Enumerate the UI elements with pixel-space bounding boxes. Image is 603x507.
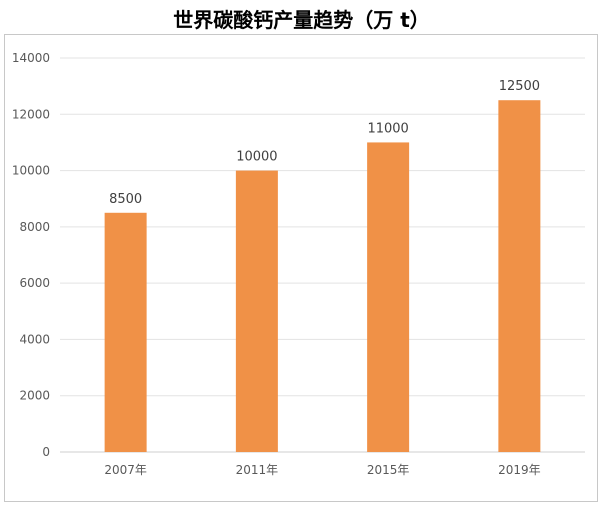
bar xyxy=(367,142,410,452)
data-label: 11000 xyxy=(367,121,408,136)
bar xyxy=(104,212,147,452)
x-tick-label: 2015年 xyxy=(367,463,410,477)
x-tick-label: 2011年 xyxy=(236,463,279,477)
y-tick-label: 2000 xyxy=(19,389,50,403)
y-tick-label: 6000 xyxy=(19,276,50,290)
y-tick-label: 12000 xyxy=(12,107,50,121)
data-label: 8500 xyxy=(109,192,142,207)
bar xyxy=(498,100,541,452)
y-tick-label: 10000 xyxy=(12,164,50,178)
data-label: 12500 xyxy=(499,79,540,94)
y-tick-label: 8000 xyxy=(19,220,50,234)
x-tick-label: 2007年 xyxy=(104,463,147,477)
bar xyxy=(235,170,278,453)
y-tick-label: 0 xyxy=(42,445,50,459)
chart-title: 世界碳酸钙产量趋势（万 t） xyxy=(173,8,430,32)
data-label: 10000 xyxy=(236,150,277,165)
y-tick-label: 4000 xyxy=(19,332,50,346)
x-tick-label: 2019年 xyxy=(498,463,541,477)
y-tick-label: 14000 xyxy=(12,51,50,65)
chart-frame xyxy=(4,34,598,502)
